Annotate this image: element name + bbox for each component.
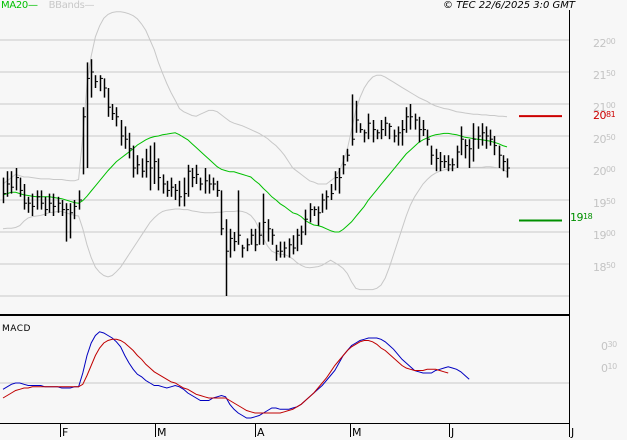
macd-y-tick-label: 010 [601,362,617,375]
signal-line [2,338,449,414]
chart-frame [0,10,570,424]
ma20-line [2,132,508,233]
ma20-polyline [2,132,508,233]
y-tick-label: 1850 [593,261,616,274]
bband-lower [2,166,508,291]
resistance-label: 2081 [593,109,616,122]
chart-legend: MA20— BBands— [1,0,95,12]
ohlc-bars [2,59,510,296]
support-label: 1918 [570,211,593,224]
y-tick-label: 2000 [593,165,616,178]
y-tick-label: 1900 [593,229,616,242]
y-tick-label: 2200 [593,37,616,50]
x-tick-label: A [257,426,265,439]
x-tick-label: M [352,426,362,439]
macd-y-tick-label: 030 [601,340,617,353]
y-tick-label: 2050 [593,133,616,146]
x-tick-label: J [451,426,455,439]
x-axis-ticks [60,423,570,437]
y-tick-label: 2100 [593,101,616,114]
x-tick-label: M [157,426,167,439]
macd-lines [0,331,569,419]
y-tick-label: 1950 [593,197,616,210]
price-gridlines [0,39,569,297]
macd-panel-label: MACD [2,324,31,334]
legend-bbands: BBands— [48,0,95,11]
x-tick-label: F [62,426,69,439]
macd-line [2,331,470,419]
copyright-timestamp: © TEC 22/6/2025 3:0 GMT [443,0,575,11]
y-tick-label: 2150 [593,69,616,82]
legend-ma20: MA20— [1,0,38,11]
x-tick-label: J [571,426,575,439]
support-resistance-lines [519,115,562,222]
